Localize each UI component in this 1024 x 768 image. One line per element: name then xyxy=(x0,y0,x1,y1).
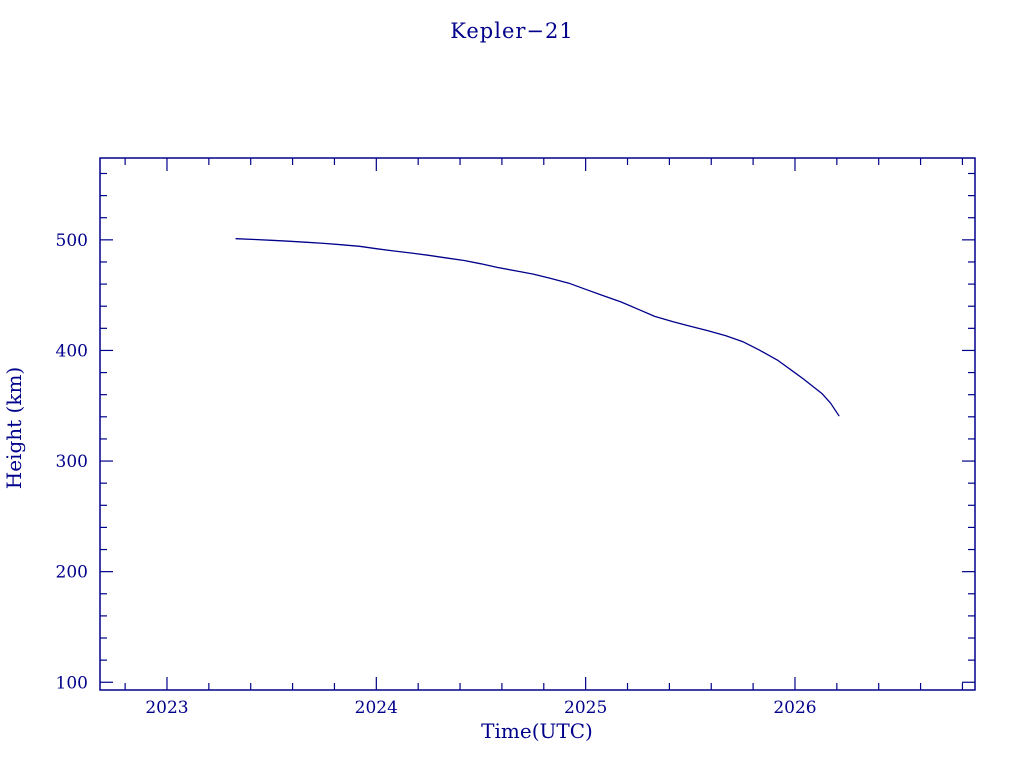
x-tick-label: 2025 xyxy=(564,698,607,718)
y-axis-label: Height (km) xyxy=(2,367,26,489)
y-tick-label: 400 xyxy=(56,341,88,361)
x-tick-label: 2026 xyxy=(773,698,816,718)
y-tick-label: 300 xyxy=(56,452,88,472)
height-decay-curve xyxy=(235,238,840,417)
plot-frame xyxy=(99,157,976,691)
y-tick-label: 500 xyxy=(56,231,88,251)
axis-ticks xyxy=(100,158,975,690)
x-tick-label: 2024 xyxy=(355,698,398,718)
chart-title: Kepler−21 xyxy=(450,19,574,43)
x-axis-label: Time(UTC) xyxy=(481,719,593,743)
y-tick-label: 100 xyxy=(56,673,88,693)
y-tick-label: 200 xyxy=(56,563,88,583)
axis-tick-labels: 2023 2024 2025 2026 100 200 300 400 500 xyxy=(56,231,817,718)
x-tick-label: 2023 xyxy=(145,698,188,718)
